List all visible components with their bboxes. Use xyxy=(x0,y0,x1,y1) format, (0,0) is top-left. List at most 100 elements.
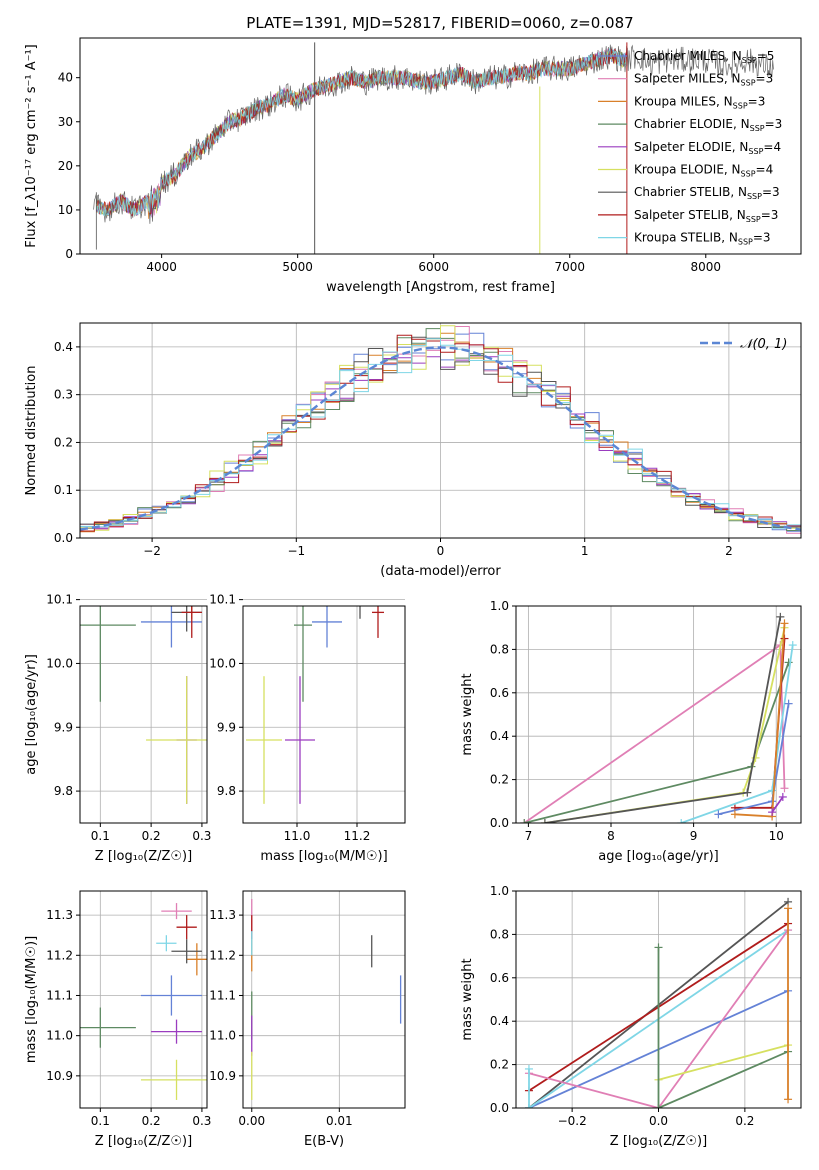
x-tick-label: 6000 xyxy=(418,260,449,274)
x-tick-label: 8000 xyxy=(691,260,722,274)
x-axis-label: Z [log₁₀(Z/Z☉)] xyxy=(95,1134,192,1149)
legend-entry-text: Chabrier MILES, N xyxy=(634,49,742,63)
y-tick-label: 0.0 xyxy=(490,816,509,830)
legend-entry: Kroupa MILES, NSSP=3 xyxy=(634,94,765,110)
legend-entry: Kroupa ELODIE, NSSP=4 xyxy=(634,163,773,179)
y-tick-label: 1.0 xyxy=(490,884,509,898)
x-tick-label: 4000 xyxy=(146,260,177,274)
x-tick-label: 1 xyxy=(581,544,589,558)
x-tick-label: 0.0 xyxy=(649,1114,668,1128)
massweight-vs-metallicity-panel: −0.2 0.0 0.2 0.0 0.2 0.4 0.6 0.8 1.0 Z [log₁₀(Z/Z… xyxy=(460,884,802,1149)
axes-frame xyxy=(79,890,208,1109)
y-tick-label: 9.8 xyxy=(54,784,73,798)
x-tick-label: 0.2 xyxy=(735,1114,754,1128)
y-tick-label: 11.1 xyxy=(209,988,236,1002)
massweight-vs-age-panel: 7 8 9 10 0.0 0.2 0.4 0.6 0.8 1.0 age [log₁₀(age/yr… xyxy=(460,599,802,864)
x-axis-label: Z [log₁₀(Z/Z☉)] xyxy=(95,849,192,864)
axes-frame xyxy=(79,322,802,539)
y-tick-label: 0.4 xyxy=(490,1014,509,1028)
legend-entry-text: Kroupa ELODIE, N xyxy=(634,163,741,177)
x-axis-label: E(B-V) xyxy=(304,1134,344,1149)
legend-entry-subscript: SSP xyxy=(750,124,765,133)
legend-entry-subscript: SSP xyxy=(738,238,753,247)
y-axis-label: age [log₁₀(age/yr)] xyxy=(24,654,39,775)
legend-entry-text: Salpeter ELODIE, N xyxy=(634,140,748,154)
y-axis-label: mass weight xyxy=(460,673,475,755)
y-axis-label: Normed distribution xyxy=(24,366,39,496)
y-tick-label: 10.0 xyxy=(209,656,236,670)
y-tick-label: 11.3 xyxy=(209,908,236,922)
y-tick-label: 0.8 xyxy=(490,642,509,656)
plot-area xyxy=(524,897,793,1108)
spectrum-line xyxy=(95,48,628,216)
x-tick-label: 7 xyxy=(525,829,533,843)
plot-area xyxy=(80,903,207,1100)
y-tick-label: 11.0 xyxy=(209,1029,236,1043)
y-tick-label: 9.9 xyxy=(54,720,73,734)
x-tick-label: −0.2 xyxy=(558,1114,587,1128)
x-tick-label: 0 xyxy=(437,544,445,558)
plot-area xyxy=(80,325,801,538)
x-axis-label: Z [log₁₀(Z/Z☉)] xyxy=(610,1134,707,1149)
legend-entry-suffix: =3 xyxy=(762,185,780,199)
x-tick-label: 0.3 xyxy=(192,829,211,843)
mass-weight-line xyxy=(523,643,786,823)
y-tick-label: 11.2 xyxy=(46,948,73,962)
y-tick-label: 0.0 xyxy=(54,531,73,545)
y-tick-label: 9.8 xyxy=(217,784,236,798)
legend-entry-text: Kroupa STELIB, N xyxy=(634,231,738,245)
x-tick-label: 0.2 xyxy=(142,1114,161,1128)
x-tick-label: 9 xyxy=(690,829,698,843)
y-tick-label: 0.4 xyxy=(490,729,509,743)
x-tick-label: −1 xyxy=(287,544,305,558)
legend-entry-subscript: SSP xyxy=(742,56,757,65)
y-tick-label: 0.4 xyxy=(54,340,73,354)
x-axis-label: (data-model)/error xyxy=(380,564,501,579)
y-tick-label: 40 xyxy=(58,71,73,85)
y-tick-label: 0.6 xyxy=(490,971,509,985)
mass-vs-ebv-panel: 0.00 0.01 10.9 11.0 11.1 11.2 11.3 E(B-V) xyxy=(209,890,406,1149)
legend-entry: Salpeter ELODIE, NSSP=4 xyxy=(634,140,781,156)
legend-entry-text: Chabrier ELODIE, N xyxy=(634,117,750,131)
residual-histogram-panel: −2 −1 0 1 2 0.0 0.1 0.2 0.3 0.4 (data-model)/error… xyxy=(24,322,802,579)
y-tick-label: 0.3 xyxy=(54,388,73,402)
age-vs-mass-panel: 11.0 11.2 9.8 9.9 10.0 10.1 mass [log₁₀(M/M☉)] xyxy=(209,593,406,864)
legend-entry-subscript: SSP xyxy=(733,101,748,110)
y-axis-label: mass weight xyxy=(460,958,475,1040)
gaussian-curve xyxy=(80,346,801,531)
y-tick-label: 11.1 xyxy=(46,988,73,1002)
plot-area xyxy=(520,612,797,823)
mass-weight-line xyxy=(658,1044,789,1081)
y-tick-label: 11.2 xyxy=(209,948,236,962)
legend-entry-subscript: SSP xyxy=(747,192,762,201)
x-tick-label: 2 xyxy=(725,544,733,558)
axes-frame xyxy=(515,605,802,824)
plot-area xyxy=(80,606,207,804)
y-axis-label: Flux [f_λ10⁻¹⁷ erg cm⁻² s⁻¹ A⁻¹] xyxy=(24,44,39,248)
y-tick-label: 9.9 xyxy=(217,720,236,734)
figure-title: PLATE=1391, MJD=52817, FIBERID=0060, z=0… xyxy=(246,14,633,32)
y-tick-label: 0.0 xyxy=(490,1101,509,1115)
y-tick-label: 30 xyxy=(58,115,73,129)
x-tick-label: 0.2 xyxy=(142,829,161,843)
mass-vs-metallicity-panel: 0.1 0.2 0.3 10.9 11.0 11.1 11.2 11.3 Z [log₁₀(Z/… xyxy=(24,890,211,1149)
axes-frame xyxy=(242,605,406,824)
legend-entry-text: Salpeter MILES, N xyxy=(634,72,741,86)
x-tick-label: 0.01 xyxy=(326,1114,353,1128)
x-axis-label: mass [log₁₀(M/M☉)] xyxy=(260,849,387,864)
legend-entry-subscript: SSP xyxy=(741,170,756,179)
legend-entry: Salpeter STELIB, NSSP=3 xyxy=(634,208,778,224)
y-tick-label: 10.1 xyxy=(46,593,73,607)
y-tick-label: 1.0 xyxy=(490,599,509,613)
legend-entry-suffix: =3 xyxy=(756,72,774,86)
legend-entry: Salpeter MILES, NSSP=3 xyxy=(634,72,773,88)
legend-entry: 𝒩(0, 1) xyxy=(740,337,787,352)
y-tick-label: 10.1 xyxy=(209,593,236,607)
y-tick-label: 0.2 xyxy=(490,1058,509,1072)
x-tick-label: 0.3 xyxy=(192,1114,211,1128)
x-tick-label: 7000 xyxy=(554,260,585,274)
legend-entry-subscript: SSP xyxy=(748,147,763,156)
y-tick-label: 0.1 xyxy=(54,483,73,497)
age-vs-metallicity-panel: 0.1 0.2 0.3 9.8 9.9 10.0 10.1 Z [log₁₀(Z/Z☉)] ag… xyxy=(24,593,211,864)
